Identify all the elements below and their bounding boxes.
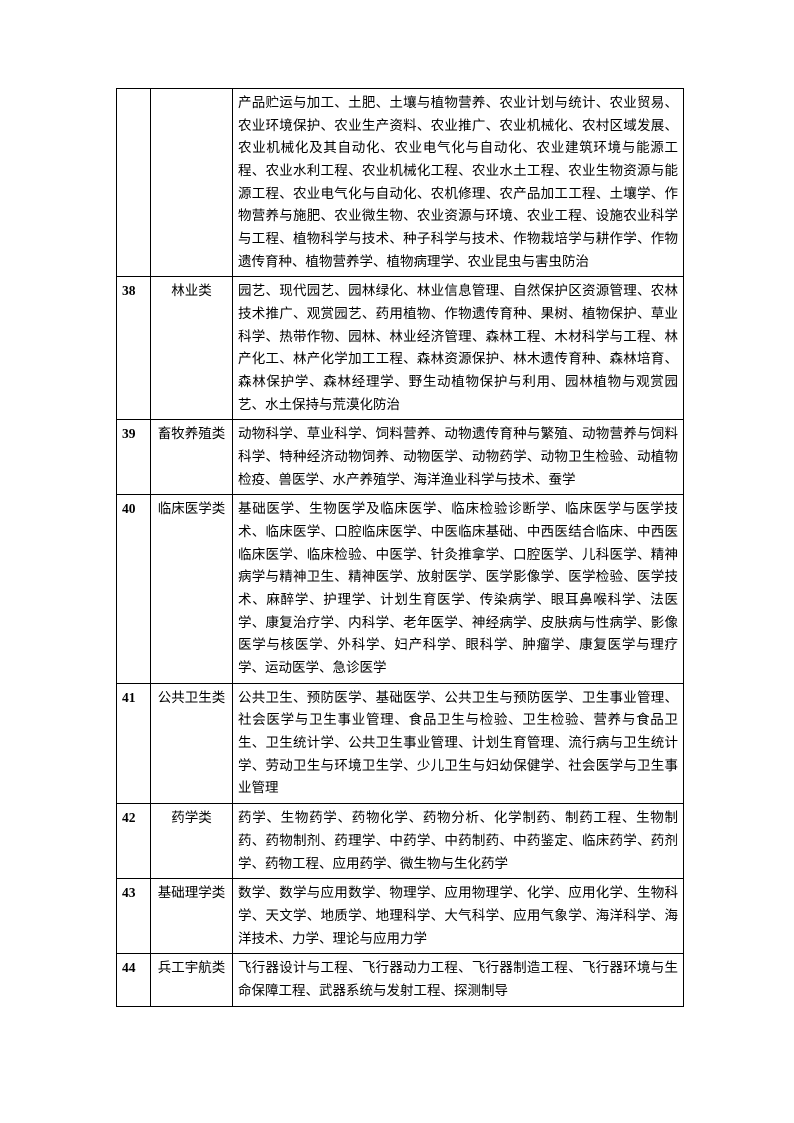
table-row: 40临床医学类基础医学、生物医学及临床医学、临床检验诊断学、临床医学与医学技术、…	[117, 495, 684, 683]
row-category: 药学类	[151, 804, 233, 879]
row-content: 动物科学、草业科学、饲料营养、动物遗传育种与繁殖、动物营养与饲料科学、特种经济动…	[233, 420, 684, 495]
row-category: 临床医学类	[151, 495, 233, 683]
row-number: 39	[117, 420, 151, 495]
row-content: 数学、数学与应用数学、物理学、应用物理学、化学、应用化学、生物科学、天文学、地质…	[233, 879, 684, 954]
row-category: 畜牧养殖类	[151, 420, 233, 495]
category-table: 产品贮运与加工、土肥、土壤与植物营养、农业计划与统计、农业贸易、农业环境保护、农…	[116, 88, 684, 1007]
row-content: 产品贮运与加工、土肥、土壤与植物营养、农业计划与统计、农业贸易、农业环境保护、农…	[233, 89, 684, 277]
row-category	[151, 89, 233, 277]
row-number: 44	[117, 954, 151, 1006]
table-row: 产品贮运与加工、土肥、土壤与植物营养、农业计划与统计、农业贸易、农业环境保护、农…	[117, 89, 684, 277]
table-row: 43基础理学类数学、数学与应用数学、物理学、应用物理学、化学、应用化学、生物科学…	[117, 879, 684, 954]
row-category: 林业类	[151, 277, 233, 420]
table-row: 41公共卫生类公共卫生、预防医学、基础医学、公共卫生与预防医学、卫生事业管理、社…	[117, 683, 684, 803]
table-row: 38林业类园艺、现代园艺、园林绿化、林业信息管理、自然保护区资源管理、农林技术推…	[117, 277, 684, 420]
row-content: 基础医学、生物医学及临床医学、临床检验诊断学、临床医学与医学技术、临床医学、口腔…	[233, 495, 684, 683]
table-row: 39畜牧养殖类动物科学、草业科学、饲料营养、动物遗传育种与繁殖、动物营养与饲料科…	[117, 420, 684, 495]
table-row: 44兵工宇航类飞行器设计与工程、飞行器动力工程、飞行器制造工程、飞行器环境与生命…	[117, 954, 684, 1006]
row-number: 40	[117, 495, 151, 683]
row-content: 园艺、现代园艺、园林绿化、林业信息管理、自然保护区资源管理、农林技术推广、观赏园…	[233, 277, 684, 420]
row-category: 公共卫生类	[151, 683, 233, 803]
row-content: 药学、生物药学、药物化学、药物分析、化学制药、制药工程、生物制药、药物制剂、药理…	[233, 804, 684, 879]
row-content: 飞行器设计与工程、飞行器动力工程、飞行器制造工程、飞行器环境与生命保障工程、武器…	[233, 954, 684, 1006]
row-content: 公共卫生、预防医学、基础医学、公共卫生与预防医学、卫生事业管理、社会医学与卫生事…	[233, 683, 684, 803]
row-number: 41	[117, 683, 151, 803]
row-number: 38	[117, 277, 151, 420]
row-number: 42	[117, 804, 151, 879]
row-number: 43	[117, 879, 151, 954]
row-category: 兵工宇航类	[151, 954, 233, 1006]
row-category: 基础理学类	[151, 879, 233, 954]
table-row: 42药学类药学、生物药学、药物化学、药物分析、化学制药、制药工程、生物制药、药物…	[117, 804, 684, 879]
row-number	[117, 89, 151, 277]
